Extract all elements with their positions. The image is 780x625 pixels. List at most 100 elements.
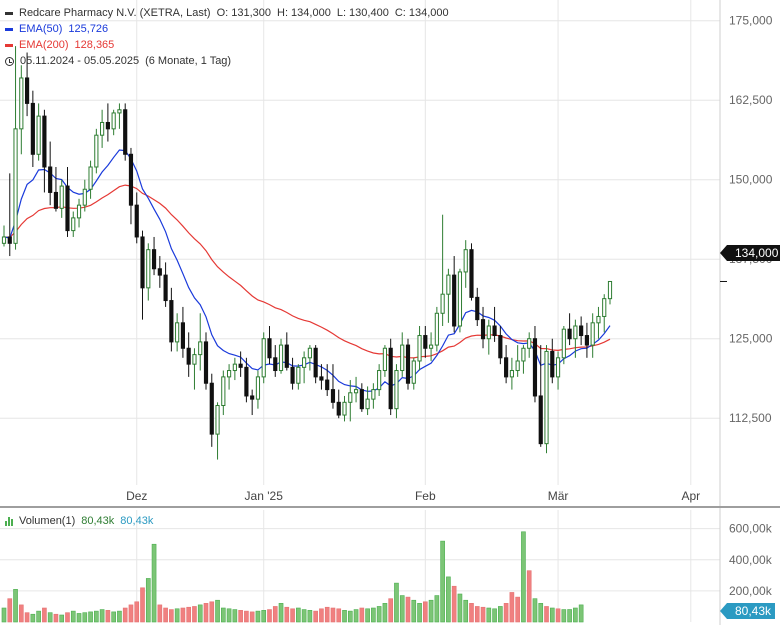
volume-bar <box>492 608 497 623</box>
candle-body <box>579 325 584 337</box>
volume-bar <box>209 601 215 623</box>
volume-bar <box>515 596 520 623</box>
candle-body <box>584 335 590 346</box>
volume-bar <box>272 606 278 623</box>
candle-body <box>607 280 613 300</box>
candle-body <box>602 298 607 317</box>
volume-bar <box>301 609 307 623</box>
volume-bar <box>94 610 99 623</box>
candle-body <box>411 360 416 384</box>
candle-body <box>348 392 353 403</box>
volume-bar <box>140 587 145 623</box>
candle-body <box>111 112 116 130</box>
volume-bar <box>474 606 480 623</box>
candle-body <box>486 325 491 340</box>
ema200-swatch <box>5 43 13 47</box>
volume-bar <box>36 610 41 623</box>
candle-body <box>105 121 110 130</box>
volume-bar <box>145 578 151 623</box>
candle-body <box>42 115 47 168</box>
volume-bar <box>65 612 70 623</box>
candle-body <box>544 350 549 445</box>
price-panel-background <box>0 0 780 507</box>
volume-bar <box>463 599 469 623</box>
volume-bar <box>353 609 359 623</box>
candle-body <box>123 109 128 155</box>
volume-bar <box>405 596 411 623</box>
volume-bar <box>157 604 163 623</box>
volume-bar <box>538 603 544 623</box>
volume-bar <box>330 607 336 623</box>
volume-bar <box>30 613 36 623</box>
candle-body <box>446 274 451 295</box>
ema200-line <box>3 184 611 359</box>
volume-bar <box>197 604 203 623</box>
candle-body <box>192 354 197 365</box>
candle-body <box>498 335 503 359</box>
volume-bar <box>578 604 584 623</box>
volume-bar <box>284 606 290 623</box>
candle-body <box>203 341 209 384</box>
volume-bar <box>503 603 509 623</box>
volume-bar <box>561 609 567 623</box>
candle-body <box>71 217 76 232</box>
volume-bar <box>544 606 549 623</box>
candle-body <box>134 204 139 238</box>
volume-bar <box>382 603 388 623</box>
candle-body <box>278 344 284 372</box>
candle-body <box>336 401 341 416</box>
x-tick-label: Dez <box>126 489 147 503</box>
volume-bar <box>498 606 503 623</box>
volume-bar <box>82 612 88 623</box>
candle-body <box>596 315 601 324</box>
volume-bar <box>226 608 232 623</box>
candle-body <box>250 395 255 400</box>
volume-bar <box>53 613 59 623</box>
period-range: 05.11.2024 - 05.05.2025 <box>20 55 140 67</box>
candle-body <box>267 338 272 359</box>
volume-bar <box>88 611 93 623</box>
candle-body <box>555 357 561 378</box>
volume-bar <box>313 610 318 623</box>
candle-body <box>59 185 64 209</box>
volume-tick-label: 200,00k <box>729 584 773 598</box>
candle-body <box>76 204 82 219</box>
volume-bar <box>163 607 168 623</box>
volume-bar <box>434 595 440 623</box>
candle-body <box>244 366 249 397</box>
candle-body <box>284 344 289 368</box>
volume-bar <box>521 531 526 623</box>
volume-bar <box>394 582 399 623</box>
ema50-legend-row: EMA(50) 125,726 <box>5 21 449 37</box>
candle-body <box>440 293 445 314</box>
volume-bar <box>428 599 434 623</box>
candle-body <box>290 366 295 384</box>
candle-body <box>1 236 7 244</box>
candle-body <box>452 274 457 327</box>
volume-bar <box>532 598 538 623</box>
candle-body <box>428 344 434 349</box>
volume-bar <box>261 610 267 623</box>
candles-layer <box>1 46 613 460</box>
volume-bar <box>117 610 122 623</box>
candle-body <box>434 312 439 346</box>
candle-body <box>209 382 214 435</box>
ohlc-row: Redcare Pharmacy N.V. (XETRA, Last) O: 1… <box>5 5 449 21</box>
candle-body <box>353 389 359 394</box>
chart-legend: Redcare Pharmacy N.V. (XETRA, Last) O: 1… <box>5 5 449 69</box>
candle-body <box>550 350 555 378</box>
ema50-swatch <box>5 27 13 31</box>
price-tick-label: 150,000 <box>729 173 773 187</box>
period-detail: (6 Monate, 1 Tag) <box>145 55 232 67</box>
candle-body <box>261 338 266 378</box>
candle-body <box>100 121 105 136</box>
candle-body <box>175 322 180 343</box>
candle-body <box>24 77 30 104</box>
candle-body <box>573 325 578 340</box>
volume-bar <box>296 607 301 623</box>
volume-bar <box>307 610 313 623</box>
ema200-legend-row: EMA(200) 128,365 <box>5 37 449 53</box>
candle-body <box>590 322 595 346</box>
volume-bar <box>7 598 13 623</box>
